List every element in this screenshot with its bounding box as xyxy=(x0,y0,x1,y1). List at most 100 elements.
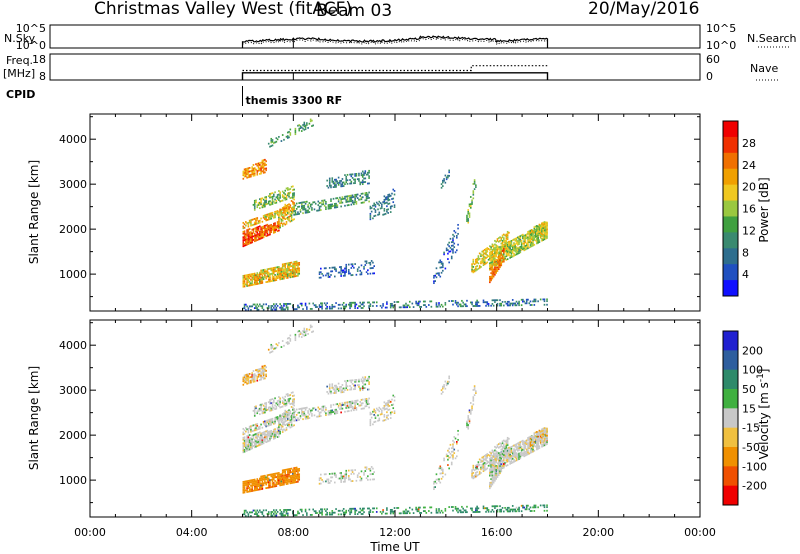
power-cell xyxy=(408,306,411,309)
velocity-cell xyxy=(472,472,475,474)
power-colorbar-tick-label: 12 xyxy=(742,224,756,237)
velocity-cell xyxy=(544,434,547,437)
power-cell xyxy=(504,243,506,246)
power-cell xyxy=(341,198,344,200)
velocity-cell xyxy=(251,481,253,483)
velocity-cell xyxy=(336,386,339,389)
velocity-cell xyxy=(279,473,281,476)
power-cell xyxy=(259,230,261,233)
velocity-cell xyxy=(386,512,388,515)
power-cell xyxy=(496,238,499,240)
power-cell xyxy=(327,274,330,277)
velocity-cell xyxy=(266,425,269,427)
power-cell xyxy=(537,241,539,244)
velocity-cell xyxy=(334,474,336,477)
power-cell xyxy=(482,249,485,252)
velocity-cell xyxy=(284,429,287,432)
velocity-cell xyxy=(481,465,484,468)
velocity-cell xyxy=(538,445,541,448)
velocity-cell xyxy=(251,482,253,485)
velocity-cell xyxy=(504,449,506,452)
power-cell xyxy=(444,174,447,177)
power-cell xyxy=(248,273,251,276)
power-cell xyxy=(309,118,312,121)
power-cell xyxy=(469,301,472,304)
velocity-cell xyxy=(546,427,548,430)
velocity-cell xyxy=(292,407,294,409)
velocity-cell xyxy=(292,478,294,481)
velocity-cell xyxy=(387,403,389,406)
power-cell xyxy=(351,194,354,197)
power-cell xyxy=(259,277,261,279)
power-cell xyxy=(281,272,284,275)
power-cell xyxy=(266,231,269,233)
power-cell xyxy=(349,196,351,199)
velocity-cell xyxy=(543,442,546,445)
power-cell xyxy=(514,243,517,246)
velocity-cell xyxy=(389,413,392,416)
velocity-cell xyxy=(318,512,321,514)
velocity-cell xyxy=(252,445,255,447)
velocity-cell xyxy=(286,416,289,419)
velocity-cell xyxy=(525,448,528,451)
power-cell xyxy=(247,275,250,278)
power-cell xyxy=(448,250,450,253)
velocity-cell xyxy=(355,380,358,383)
velocity-cell xyxy=(293,476,295,478)
power-cell xyxy=(515,253,518,256)
power-cell xyxy=(471,203,473,205)
power-cell xyxy=(286,306,289,309)
power-cell xyxy=(247,225,250,228)
velocity-cell xyxy=(501,440,504,443)
velocity-cell xyxy=(494,453,496,455)
power-cell xyxy=(496,304,499,307)
power-cell xyxy=(245,244,247,247)
velocity-cell xyxy=(392,510,395,513)
power-cell xyxy=(266,225,269,228)
power-cell xyxy=(504,239,506,242)
velocity-cell xyxy=(541,432,543,434)
velocity-cell xyxy=(495,470,497,473)
power-cell xyxy=(360,303,363,306)
velocity-cell xyxy=(299,415,302,417)
velocity-cell xyxy=(253,427,256,430)
velocity-cell xyxy=(248,511,251,514)
power-cell xyxy=(386,201,388,204)
power-cell xyxy=(499,250,501,253)
velocity-cell xyxy=(328,473,331,475)
velocity-cell xyxy=(286,418,289,420)
velocity-cell xyxy=(259,409,261,412)
power-cell xyxy=(253,223,256,226)
velocity-cell xyxy=(260,443,262,446)
power-cell xyxy=(373,265,375,268)
power-cell xyxy=(537,233,539,236)
power-colorbar-swatch xyxy=(723,200,738,217)
power-cell xyxy=(327,276,330,278)
power-cell xyxy=(285,204,288,207)
velocity-cell xyxy=(513,455,515,458)
velocity-cell xyxy=(504,445,506,448)
velocity-cell xyxy=(276,481,279,484)
velocity-cell xyxy=(245,482,247,485)
velocity-cell xyxy=(332,411,335,413)
power-cell xyxy=(259,167,261,170)
power-cell xyxy=(369,205,372,208)
velocity-cell xyxy=(334,390,336,393)
power-cell xyxy=(274,222,276,225)
power-cell xyxy=(330,203,332,206)
velocity-cell xyxy=(292,391,294,394)
velocity-cell xyxy=(511,456,514,458)
power-cell xyxy=(490,266,492,269)
power-cell xyxy=(269,273,271,276)
velocity-cell xyxy=(276,479,279,482)
power-cell xyxy=(494,301,496,303)
velocity-cell xyxy=(361,385,364,388)
velocity-cell xyxy=(251,374,253,376)
velocity-cell xyxy=(537,446,539,448)
power-cell xyxy=(280,269,283,271)
velocity-cell xyxy=(300,508,303,511)
velocity-cell xyxy=(246,377,248,380)
velocity-cell xyxy=(503,450,505,453)
velocity-cell xyxy=(530,442,533,445)
velocity-cell xyxy=(264,377,266,380)
